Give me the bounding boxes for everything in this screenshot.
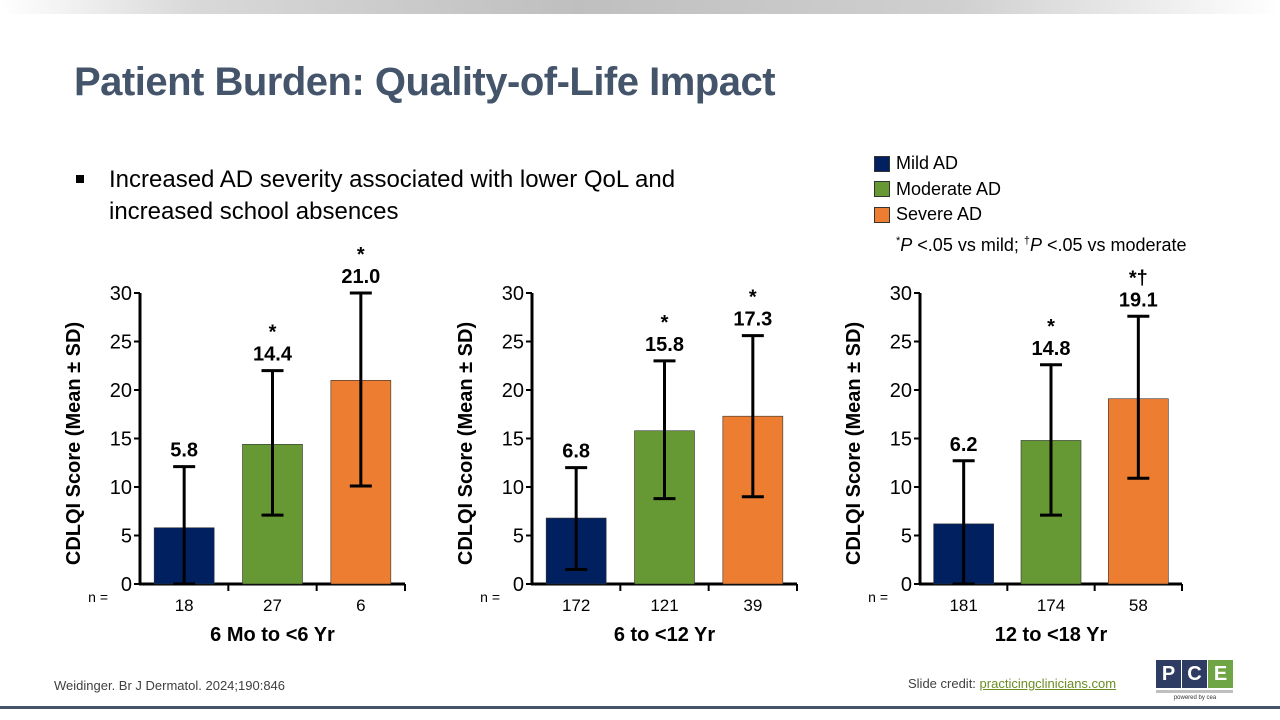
chart2-ytick-label: 0 [513, 574, 524, 596]
chart1-value-label: 14.4 [253, 344, 293, 366]
legend-item-mild: Mild AD [874, 151, 1187, 177]
chart1-ytick-label: 15 [110, 429, 132, 451]
credit-label: Slide credit: [908, 676, 980, 691]
logo-letter-p: P [1156, 660, 1181, 688]
chart2-value-label: 17.3 [733, 309, 772, 331]
note-star: * [896, 234, 901, 247]
chart3-y-axis-label: CDLQI Score (Mean ± SD) [843, 322, 865, 565]
bullet-text: Increased AD severity associated with lo… [109, 166, 676, 225]
chart1-ytick-label: 25 [110, 332, 132, 354]
legend-label-severe: Severe AD [896, 204, 983, 225]
citation: Weidinger. Br J Dermatol. 2024;190:846 [54, 678, 286, 693]
chart3-x-axis-label: 12 to <18 Yr [995, 624, 1108, 646]
note-p1: P [900, 234, 913, 255]
legend-swatch-severe [874, 206, 890, 223]
bottom-rule [0, 706, 1280, 709]
logo-tagline: powered by cea [1173, 695, 1217, 701]
chart2-ytick-label: 25 [502, 332, 524, 354]
note-end: <.05 vs moderate [1041, 234, 1187, 255]
chart1-n-label: n = [88, 589, 108, 605]
top-gradient-bar [0, 0, 1280, 14]
chart1-value-label: 21.0 [341, 266, 380, 288]
chart2-y-axis-label: CDLQI Score (Mean ± SD) [455, 322, 477, 565]
chart3-value-label: 14.8 [1032, 338, 1071, 360]
chart-legend: Mild AD Moderate AD Severe AD *P <.05 vs… [874, 151, 1187, 255]
bullet-square-icon [76, 175, 84, 183]
chart3-n-label: n = [868, 589, 888, 605]
chart2-ytick-label: 10 [502, 477, 524, 499]
chart2-ytick-label: 15 [502, 429, 524, 451]
chart3-ytick-label: 15 [890, 429, 912, 451]
chart2-n-label: n = [480, 589, 500, 605]
legend-item-severe: Severe AD [874, 202, 1187, 228]
chart3-value-label: 6.2 [950, 434, 978, 456]
chart2-ytick-label: 20 [502, 380, 524, 402]
chart3-ytick-label: 30 [890, 283, 912, 305]
slide-credit: Slide credit: practicingclinicians.com [908, 676, 1116, 691]
legend-label-moderate: Moderate AD [896, 178, 1002, 199]
chart1-significance-marker: * [357, 244, 365, 266]
chart2-ytick-label: 30 [502, 283, 524, 305]
chart3-value-label: 19.1 [1119, 289, 1158, 311]
chart2-significance-marker: * [749, 287, 757, 309]
chart2-x-axis-label: 6 to <12 Yr [614, 624, 716, 646]
logo-letter-e: E [1208, 660, 1233, 688]
chart2-significance-marker: * [661, 312, 669, 334]
chart2-n-value: 172 [562, 596, 590, 615]
chart1-ytick-label: 0 [121, 574, 132, 596]
logo-letter-c: C [1182, 660, 1207, 688]
note-mid: <.05 vs mild; [912, 234, 1024, 255]
chart3-ytick-label: 10 [890, 477, 912, 499]
chart1-y-axis-label: CDLQI Score (Mean ± SD) [63, 322, 85, 565]
chart3-n-value: 58 [1129, 596, 1148, 615]
chart1-n-value: 18 [175, 596, 194, 615]
chart1-ytick-label: 20 [110, 380, 132, 402]
logo-underline [1156, 690, 1233, 693]
chart3-significance-marker: * [1047, 316, 1055, 338]
note-p2: P [1029, 234, 1042, 255]
chart3-significance-marker: *† [1129, 267, 1148, 289]
chart2-n-value: 121 [650, 596, 678, 615]
legend-swatch-moderate [874, 181, 890, 198]
chart2-ytick-label: 5 [513, 526, 524, 548]
chart1-ytick-label: 5 [121, 526, 132, 548]
chart1-n-value: 6 [356, 596, 365, 615]
chart1-value-label: 5.8 [170, 440, 198, 462]
chart1-significance-marker: * [269, 322, 277, 344]
legend-item-moderate: Moderate AD [874, 177, 1187, 203]
note-dagger: † [1023, 234, 1030, 247]
chart1-n-value: 27 [263, 596, 282, 615]
legend-label-mild: Mild AD [896, 153, 959, 174]
pce-logo: P C E powered by cea [1156, 660, 1234, 704]
chart1-ytick-label: 10 [110, 477, 132, 499]
chart3-ytick-label: 0 [901, 574, 912, 596]
chart1-ytick-label: 30 [110, 283, 132, 305]
chart3-ytick-label: 5 [901, 526, 912, 548]
chart3-n-value: 181 [949, 596, 977, 615]
chart2-value-label: 6.8 [562, 441, 590, 463]
chart3-ytick-label: 20 [890, 380, 912, 402]
legend-swatch-mild [874, 155, 890, 172]
credit-link[interactable]: practicingclinicians.com [979, 676, 1117, 691]
chart3-ytick-label: 25 [890, 332, 912, 354]
chart1-x-axis-label: 6 Mo to <6 Yr [210, 624, 335, 646]
chart2-n-value: 39 [743, 596, 762, 615]
significance-note: *P <.05 vs mild; †P <.05 vs moderate [896, 228, 1187, 255]
chart3-n-value: 174 [1037, 596, 1065, 615]
slide-title: Patient Burden: Quality-of-Life Impact [74, 60, 776, 104]
chart2-value-label: 15.8 [645, 334, 684, 356]
